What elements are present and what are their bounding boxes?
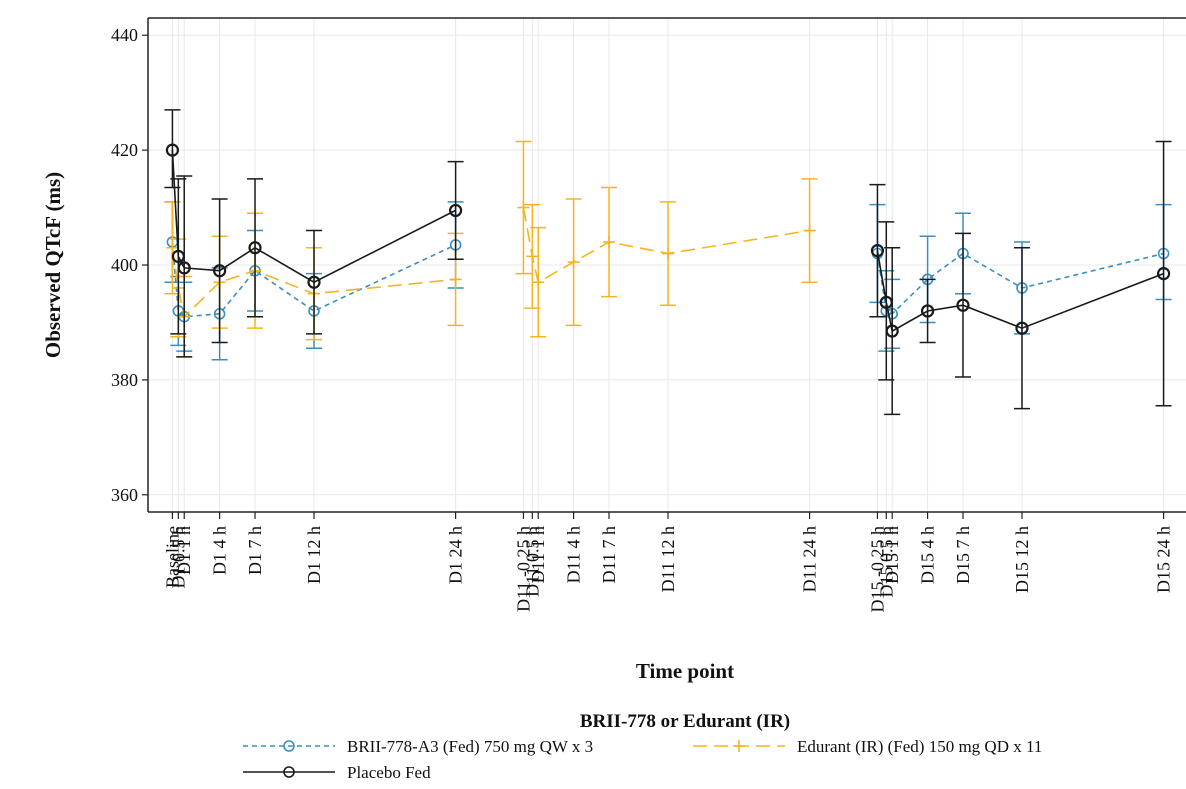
x-tick-label: D15 0.5 h xyxy=(876,526,896,598)
data-point xyxy=(248,241,262,255)
grid-layer xyxy=(148,18,1186,512)
error-bar xyxy=(954,232,971,378)
data-point xyxy=(733,740,745,752)
series-layer xyxy=(164,109,1172,416)
x-tick-label: D1 1 h xyxy=(174,526,194,575)
error-bar xyxy=(176,175,193,358)
x-tick-label: Baseline xyxy=(162,526,182,588)
data-point xyxy=(165,143,180,157)
data-point xyxy=(517,201,530,214)
y-tick-label: 380 xyxy=(111,370,138,390)
data-point xyxy=(307,275,321,289)
legend-item-0: BRII-778-A3 (Fed) 750 mg QW x 3 xyxy=(243,737,593,756)
y-tick-label: 440 xyxy=(111,25,138,45)
data-point xyxy=(283,766,295,778)
data-point xyxy=(662,247,675,260)
legend-label: Edurant (IR) (Fed) 150 mg QD x 11 xyxy=(797,737,1042,756)
data-point xyxy=(603,236,616,249)
y-tick-label: 400 xyxy=(111,255,138,275)
data-point xyxy=(1015,321,1029,335)
x-tick-label: D15 24 h xyxy=(1154,526,1174,593)
x-axis-title: Time point xyxy=(636,659,734,683)
x-tick-label: D1 7 h xyxy=(245,526,265,575)
error-bar xyxy=(306,229,323,335)
data-point xyxy=(803,224,816,237)
error-bar xyxy=(884,247,901,416)
error-bar xyxy=(869,183,886,318)
y-tick-label: 360 xyxy=(111,485,138,505)
x-tick-label: D1 0.5 h xyxy=(168,526,188,589)
x-tick-label: D11 4 h xyxy=(564,526,584,583)
data-point xyxy=(567,256,580,269)
legend-item-1: Edurant (IR) (Fed) 150 mg QD x 11 xyxy=(693,737,1042,756)
series-line xyxy=(522,207,810,284)
legend: BRII-778-A3 (Fed) 750 mg QW x 3 Edurant (… xyxy=(243,737,1042,782)
data-point xyxy=(166,241,179,254)
x-tick-label: D11 7 h xyxy=(599,526,619,583)
data-point xyxy=(449,273,462,286)
x-tick-label: D11 -0.25 h xyxy=(513,526,533,612)
x-tick-label: D1 12 h xyxy=(304,526,324,584)
error-bar xyxy=(247,178,264,318)
data-point xyxy=(956,298,970,312)
data-point xyxy=(870,244,885,258)
x-tick-label: D11 12 h xyxy=(658,526,678,592)
data-point xyxy=(177,261,191,275)
series-2 xyxy=(164,109,1172,416)
data-point xyxy=(449,203,463,218)
series-1 xyxy=(164,140,818,358)
x-tick-label: D15 1 h xyxy=(882,526,902,584)
series-line xyxy=(876,250,1164,333)
data-point xyxy=(532,276,545,289)
legend-item-2: Placebo Fed xyxy=(243,763,431,782)
x-tick-label: D11 0.5 h xyxy=(522,526,542,597)
x-tick-label: D11 1 h xyxy=(528,526,548,583)
error-bar xyxy=(1155,140,1172,407)
x-tick-label: D15 7 h xyxy=(953,526,973,584)
legend-title: BRII-778 or Edurant (IR) xyxy=(580,711,790,732)
error-bar xyxy=(447,160,464,261)
error-bar xyxy=(919,278,936,344)
x-tick-label: D15 -0.25 h xyxy=(867,526,887,613)
y-axis-title: Observed QTcF (ms) xyxy=(41,172,65,358)
x-tick-label: D1 24 h xyxy=(446,526,466,584)
data-point xyxy=(213,264,227,278)
data-point xyxy=(920,304,935,318)
x-tick-label: D11 24 h xyxy=(800,526,820,592)
data-point xyxy=(885,324,899,338)
legend-label: BRII-778-A3 (Fed) 750 mg QW x 3 xyxy=(347,737,593,756)
x-tick-label: D1 4 h xyxy=(210,526,230,575)
data-point xyxy=(283,740,295,752)
y-tick-label: 420 xyxy=(111,140,138,160)
data-point xyxy=(526,250,539,263)
error-bar xyxy=(1013,247,1030,410)
data-point xyxy=(1156,267,1171,281)
legend-label: Placebo Fed xyxy=(347,763,431,782)
error-bar xyxy=(211,198,228,344)
x-tick-label: D15 4 h xyxy=(918,526,938,584)
x-tick-label: D15 12 h xyxy=(1012,526,1032,593)
